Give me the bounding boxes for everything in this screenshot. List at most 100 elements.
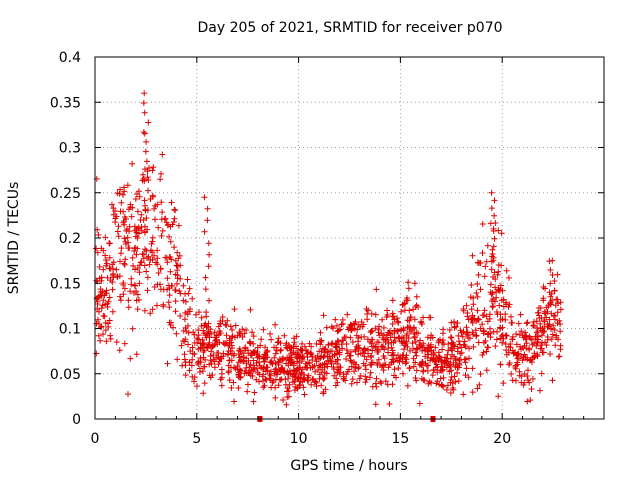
data-point (384, 311, 391, 318)
data-point (484, 318, 491, 325)
x-axis-ticks: 0 5 10 15 20 (91, 57, 585, 447)
y-tick-label: 0.1 (59, 322, 81, 338)
data-point (294, 367, 301, 374)
data-point (215, 361, 222, 368)
data-point (153, 302, 160, 309)
data-point (166, 233, 173, 240)
data-point (405, 285, 412, 292)
data-point (141, 307, 148, 314)
data-point (306, 340, 313, 347)
data-point (342, 334, 349, 341)
data-point (448, 319, 455, 326)
data-point (193, 383, 200, 390)
data-point (146, 261, 153, 268)
data-point (117, 250, 124, 257)
data-point (369, 336, 376, 343)
data-point (167, 238, 174, 245)
data-point (260, 384, 267, 391)
data-point (191, 339, 198, 346)
y-tick-label: 0.25 (50, 186, 81, 202)
data-point (196, 309, 203, 316)
data-point (121, 235, 128, 242)
data-point (423, 362, 430, 369)
data-point (389, 349, 396, 356)
data-point (500, 303, 507, 310)
y-tick-label: 0.4 (59, 50, 81, 66)
data-point (120, 281, 127, 288)
data-point (391, 366, 398, 373)
data-point (474, 307, 481, 314)
data-point (149, 192, 156, 199)
data-point (512, 364, 519, 371)
data-point (116, 347, 123, 354)
data-point (333, 322, 340, 329)
data-point (551, 278, 558, 285)
data-point (268, 336, 275, 343)
data-point (133, 351, 140, 358)
data-point (465, 374, 472, 381)
data-point (412, 375, 419, 382)
data-point (182, 309, 189, 316)
data-point (334, 356, 341, 363)
data-point (164, 259, 171, 266)
data-point (158, 170, 165, 177)
data-point (177, 275, 184, 282)
data-point (314, 352, 321, 359)
data-point (507, 344, 514, 351)
data-point (285, 342, 292, 349)
data-point (180, 337, 187, 344)
data-point (534, 339, 541, 346)
data-point (254, 365, 261, 372)
y-axis-ticks: 0 0.05 0.1 0.15 0.2 0.25 0.3 0.35 0.4 (50, 50, 604, 428)
data-point (477, 325, 484, 332)
y-tick-label: 0.35 (50, 95, 81, 111)
data-point (457, 350, 464, 357)
data-point (407, 314, 414, 321)
data-point (287, 369, 294, 376)
data-point (541, 318, 548, 325)
data-point (189, 295, 196, 302)
data-point (473, 332, 480, 339)
data-point (515, 320, 522, 327)
data-point (103, 257, 110, 264)
data-point (412, 349, 419, 356)
data-point (316, 348, 323, 355)
data-point (284, 385, 291, 392)
data-point (480, 339, 487, 346)
data-point (131, 248, 138, 255)
data-point (154, 261, 161, 268)
data-point (309, 353, 316, 360)
data-point (491, 212, 498, 219)
data-point (114, 190, 121, 197)
data-point (394, 318, 401, 325)
data-point (440, 337, 447, 344)
data-point (475, 339, 482, 346)
data-point (186, 367, 193, 374)
data-point (109, 265, 116, 272)
data-point (206, 339, 213, 346)
data-point (447, 379, 454, 386)
data-point (228, 384, 235, 391)
data-point (98, 323, 105, 330)
data-point (117, 186, 124, 193)
data-point (250, 362, 257, 369)
data-point (440, 326, 447, 333)
data-point (226, 337, 233, 344)
data-point (236, 345, 243, 352)
data-point (538, 327, 545, 334)
data-point (342, 377, 349, 384)
data-point (502, 311, 509, 318)
data-point (497, 282, 504, 289)
data-point (363, 356, 370, 363)
data-point (95, 231, 102, 238)
data-point (320, 388, 327, 395)
data-point (448, 340, 455, 346)
data-point (430, 355, 437, 362)
data-point (98, 274, 105, 281)
data-point (388, 344, 395, 351)
data-point (343, 347, 350, 354)
data-point (377, 378, 384, 385)
data-point (355, 344, 362, 351)
data-point (411, 325, 418, 332)
data-point (250, 340, 257, 347)
